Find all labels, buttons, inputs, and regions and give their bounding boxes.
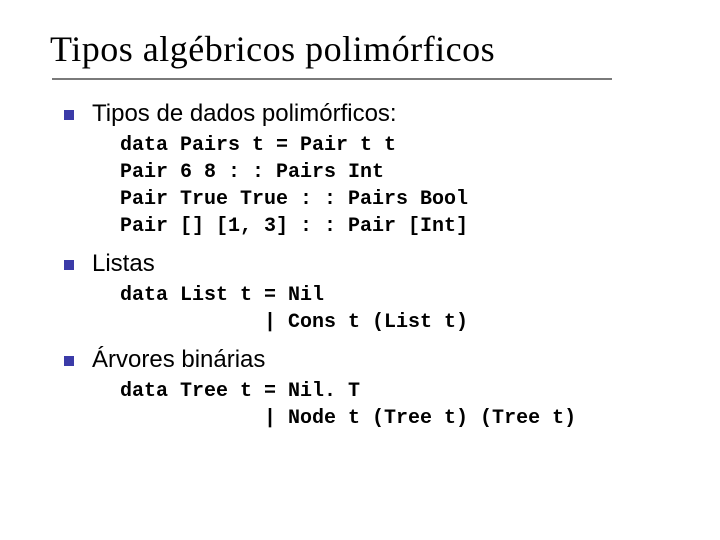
- slide-container: Tipos algébricos polimórficos Tipos de d…: [0, 0, 720, 462]
- square-bullet-icon: [64, 356, 74, 366]
- section-heading: Árvores binárias: [92, 346, 265, 374]
- title-underline: [52, 78, 612, 80]
- section-heading: Listas: [92, 250, 155, 278]
- section-heading: Tipos de dados polimórficos:: [92, 100, 397, 128]
- bullet-item: Listas: [64, 250, 680, 278]
- slide-content: Tipos de dados polimórficos: data Pairs …: [50, 100, 680, 432]
- square-bullet-icon: [64, 110, 74, 120]
- slide-title: Tipos algébricos polimórficos: [50, 28, 680, 70]
- code-block: data Pairs t = Pair t t Pair 6 8 : : Pai…: [120, 132, 680, 240]
- bullet-item: Árvores binárias: [64, 346, 680, 374]
- code-block: data Tree t = Nil. T | Node t (Tree t) (…: [120, 378, 680, 432]
- square-bullet-icon: [64, 260, 74, 270]
- bullet-item: Tipos de dados polimórficos:: [64, 100, 680, 128]
- code-block: data List t = Nil | Cons t (List t): [120, 282, 680, 336]
